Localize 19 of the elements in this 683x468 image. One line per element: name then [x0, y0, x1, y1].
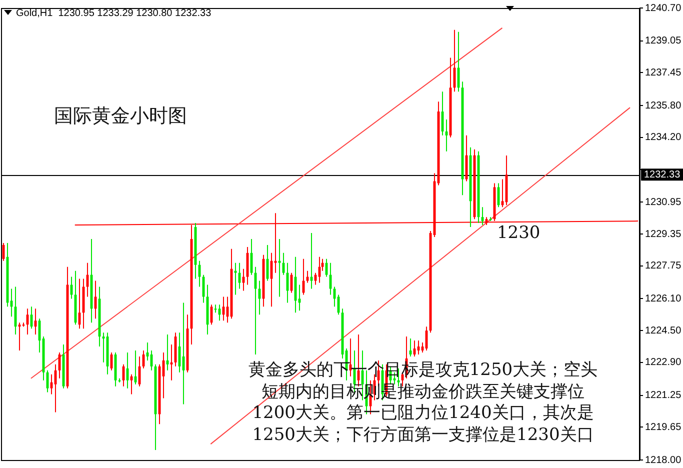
annotation: 1250大关；下行方面第一支撑位是1230关口: [251, 424, 595, 446]
chart-subtitle: Gold,H1 1230.95 1233.29 1230.80 1232.33: [16, 8, 212, 19]
y-tick-label: 1240.70: [645, 2, 682, 14]
ref-line-label: 1232.33: [644, 169, 681, 180]
y-tick-label: 1226.10: [645, 293, 682, 304]
y-tick-label: 1237.45: [645, 67, 682, 78]
y-tick-label: 1222.90: [645, 357, 682, 368]
y-tick-label: 1229.35: [645, 228, 682, 240]
y-tick-label: 1239.05: [645, 36, 682, 47]
y-tick-label: 1227.75: [645, 260, 682, 272]
y-tick-label: 1234.20: [645, 132, 682, 144]
y-tick-label: 1219.65: [645, 422, 682, 433]
y-tick-label: 1218.00: [645, 454, 682, 466]
annotation: 1230: [496, 222, 540, 243]
y-tick-label: 1221.25: [645, 390, 682, 402]
y-tick-label: 1230.95: [645, 196, 682, 208]
y-tick-label: 1235.80: [645, 100, 682, 112]
y-tick-label: 1224.50: [645, 325, 682, 336]
text: 国际黄金小时图: [54, 104, 187, 129]
